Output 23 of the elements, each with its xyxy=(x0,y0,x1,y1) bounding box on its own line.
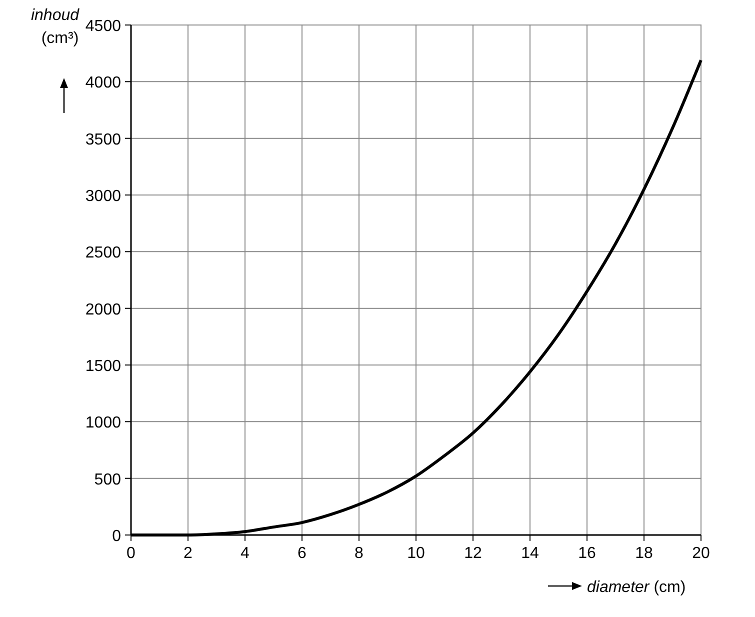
x-tick-label: 6 xyxy=(298,545,307,562)
y-axis-title: inhoud (cm³) xyxy=(30,7,80,47)
y-tick-label: 1000 xyxy=(85,414,122,432)
y-tick-label: 4500 xyxy=(85,18,122,35)
x-tick-label: 20 xyxy=(692,545,710,562)
x-tick-label: 16 xyxy=(578,545,596,562)
x-tick-label: 0 xyxy=(126,545,136,562)
x-tick-label: 4 xyxy=(240,545,250,562)
y-tick-label: 1500 xyxy=(85,358,122,375)
x-axis-title: diameter (cm) xyxy=(587,579,686,596)
y-tick-label: 500 xyxy=(94,471,122,488)
y-tick-label: 2500 xyxy=(85,244,122,262)
y-tick-label: 3000 xyxy=(85,188,122,205)
y-tick-label: 4000 xyxy=(85,74,122,92)
y-tick-label: 3500 xyxy=(85,131,122,148)
x-tick-label: 2 xyxy=(184,545,193,562)
y-tick-label: 0 xyxy=(112,528,122,545)
x-tick-label: 8 xyxy=(354,545,364,562)
y-tick-label: 2000 xyxy=(85,301,122,318)
x-tick-label: 10 xyxy=(407,545,425,562)
x-tick-label: 12 xyxy=(464,545,482,562)
x-tick-label: 18 xyxy=(635,545,653,562)
x-tick-label: 14 xyxy=(521,545,539,562)
